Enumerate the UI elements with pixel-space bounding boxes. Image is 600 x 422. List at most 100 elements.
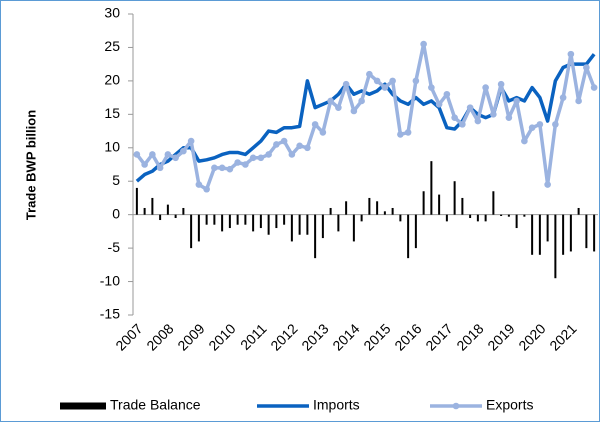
bar bbox=[298, 214, 301, 235]
marker bbox=[490, 111, 497, 118]
y-tick-label: 20 bbox=[104, 72, 120, 88]
x-tick-label: 2010 bbox=[205, 320, 238, 353]
legend-label: Trade Balance bbox=[110, 397, 201, 413]
bar bbox=[259, 214, 262, 229]
marker bbox=[583, 64, 590, 71]
y-tick-label: 30 bbox=[104, 5, 120, 21]
marker bbox=[397, 131, 404, 138]
bar bbox=[182, 207, 185, 215]
bar bbox=[252, 214, 255, 232]
marker bbox=[521, 137, 528, 145]
bar bbox=[290, 214, 293, 242]
bar bbox=[143, 207, 146, 215]
y-tick-label: -10 bbox=[100, 272, 120, 288]
y-tick-label: -15 bbox=[100, 306, 120, 322]
marker bbox=[350, 107, 358, 115]
x-tick-label: 2008 bbox=[143, 320, 176, 353]
marker bbox=[296, 142, 303, 150]
marker bbox=[203, 185, 210, 193]
marker bbox=[412, 77, 420, 85]
x-tick-label: 2020 bbox=[515, 320, 548, 353]
bar bbox=[554, 214, 557, 279]
bar bbox=[360, 214, 363, 222]
marker bbox=[180, 147, 187, 155]
marker bbox=[156, 164, 164, 172]
marker bbox=[536, 121, 544, 128]
bar bbox=[422, 191, 425, 215]
bar bbox=[484, 214, 487, 222]
marker bbox=[358, 97, 365, 105]
marker bbox=[242, 161, 249, 168]
marker bbox=[327, 97, 334, 105]
x-tick-label: 2013 bbox=[298, 320, 331, 353]
bar bbox=[407, 214, 410, 259]
marker bbox=[335, 104, 342, 111]
marker bbox=[141, 161, 148, 168]
y-tick-label: 5 bbox=[112, 172, 120, 188]
bar bbox=[244, 214, 247, 225]
marker bbox=[389, 77, 396, 85]
bar bbox=[438, 194, 441, 215]
bar bbox=[197, 214, 200, 242]
x-tick-label: 2012 bbox=[267, 320, 300, 353]
x-tick-label: 2007 bbox=[112, 320, 145, 353]
marker bbox=[211, 164, 218, 172]
bar bbox=[275, 214, 278, 229]
marker bbox=[164, 151, 172, 158]
y-tick-label: 25 bbox=[104, 38, 120, 54]
bar bbox=[166, 204, 169, 215]
bar bbox=[283, 214, 286, 225]
bar bbox=[546, 214, 549, 242]
marker bbox=[567, 50, 575, 58]
y-tick-label: 15 bbox=[104, 105, 120, 121]
bar bbox=[507, 214, 510, 217]
marker bbox=[528, 124, 536, 132]
bar bbox=[236, 214, 239, 225]
marker bbox=[443, 90, 451, 98]
marker bbox=[474, 117, 482, 125]
bar bbox=[368, 197, 371, 215]
y-tick-label: 0 bbox=[112, 205, 120, 221]
bar bbox=[445, 214, 448, 222]
bar bbox=[476, 214, 479, 222]
x-tick-label: 2015 bbox=[360, 320, 393, 353]
marker bbox=[226, 165, 234, 173]
line bbox=[135, 42, 596, 191]
marker bbox=[288, 151, 296, 158]
marker bbox=[544, 181, 551, 188]
marker bbox=[559, 94, 567, 101]
marker bbox=[133, 151, 141, 158]
bar bbox=[352, 214, 355, 242]
bar bbox=[376, 201, 379, 215]
bar bbox=[538, 214, 541, 255]
marker bbox=[435, 101, 443, 108]
y-axis-label: Trade BWP billion bbox=[23, 110, 38, 220]
bar bbox=[306, 214, 309, 235]
marker bbox=[404, 129, 412, 136]
x-tick-label: 2021 bbox=[546, 320, 579, 353]
y-tick-label: 10 bbox=[104, 138, 120, 154]
bar bbox=[329, 207, 332, 215]
marker bbox=[187, 137, 195, 145]
marker bbox=[234, 159, 241, 166]
marker bbox=[552, 121, 559, 128]
bar bbox=[345, 201, 348, 215]
bar bbox=[430, 161, 433, 215]
marker bbox=[482, 84, 489, 91]
bar bbox=[267, 214, 270, 235]
bar bbox=[569, 214, 572, 252]
line bbox=[135, 53, 596, 183]
x-tick-label: 2009 bbox=[174, 320, 207, 353]
legend-swatch bbox=[60, 402, 106, 410]
x-tick-label: 2017 bbox=[422, 320, 455, 353]
legend-label: Exports bbox=[486, 397, 533, 413]
bar bbox=[321, 214, 324, 239]
legend-marker bbox=[452, 402, 460, 410]
bar bbox=[190, 214, 193, 249]
bar bbox=[469, 214, 472, 219]
marker bbox=[505, 114, 513, 121]
marker bbox=[311, 121, 319, 128]
marker bbox=[381, 84, 389, 91]
x-tick-label: 2011 bbox=[237, 320, 270, 353]
